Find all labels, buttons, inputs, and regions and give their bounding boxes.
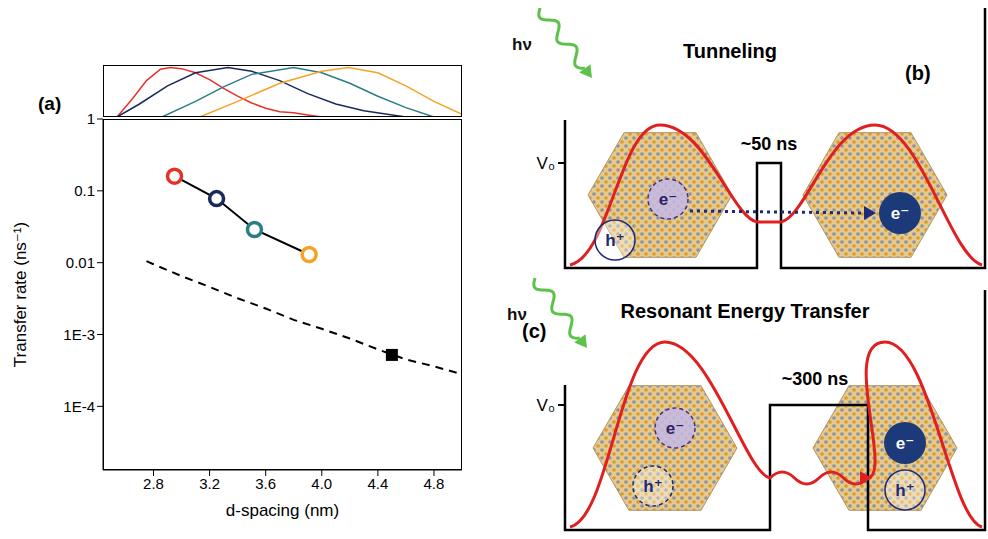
- svg-text:3.6: 3.6: [255, 475, 276, 492]
- svg-text:e⁻: e⁻: [891, 204, 909, 223]
- svg-text:d-spacing (nm): d-spacing (nm): [226, 501, 339, 520]
- svg-text:h⁺: h⁺: [605, 231, 624, 250]
- svg-text:(b): (b): [905, 62, 931, 84]
- svg-text:0.01: 0.01: [66, 254, 95, 271]
- svg-text:4.8: 4.8: [424, 475, 445, 492]
- svg-text:h⁺: h⁺: [643, 477, 662, 496]
- svg-text:hν: hν: [507, 305, 527, 324]
- svg-text:3.2: 3.2: [199, 475, 220, 492]
- svg-text:1E-4: 1E-4: [63, 398, 95, 415]
- svg-text:e⁻: e⁻: [896, 434, 914, 453]
- svg-text:(a): (a): [38, 93, 61, 114]
- svg-text:2.8: 2.8: [143, 475, 164, 492]
- svg-text:h⁺: h⁺: [895, 481, 914, 500]
- svg-text:V₀: V₀: [537, 154, 555, 173]
- svg-text:0.1: 0.1: [74, 182, 95, 199]
- svg-text:e⁻: e⁻: [666, 419, 684, 438]
- svg-text:e⁻: e⁻: [659, 190, 677, 209]
- svg-text:1: 1: [87, 110, 95, 127]
- svg-text:4.4: 4.4: [367, 475, 388, 492]
- svg-text:V₀: V₀: [537, 396, 555, 415]
- svg-text:~300 ns: ~300 ns: [782, 369, 849, 389]
- svg-text:(c): (c): [522, 320, 546, 342]
- svg-text:hν: hν: [512, 35, 532, 54]
- svg-text:Resonant Energy Transfer: Resonant Energy Transfer: [621, 300, 870, 322]
- svg-text:1E-3: 1E-3: [63, 326, 95, 343]
- svg-text:Transfer rate (ns⁻¹): Transfer rate (ns⁻¹): [11, 222, 30, 367]
- svg-text:4.0: 4.0: [311, 475, 332, 492]
- svg-text:~50 ns: ~50 ns: [741, 134, 798, 154]
- svg-text:Tunneling: Tunneling: [683, 40, 777, 62]
